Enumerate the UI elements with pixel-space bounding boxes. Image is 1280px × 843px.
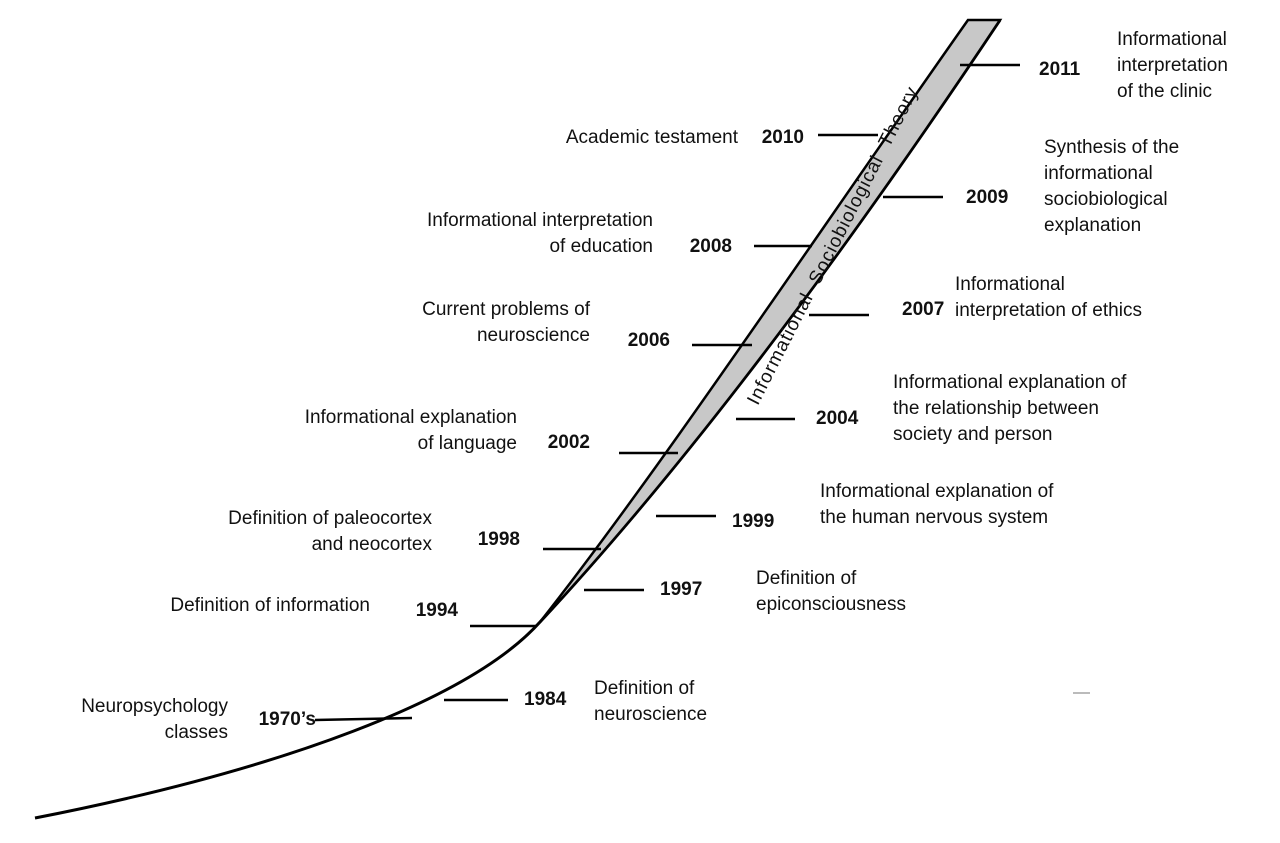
milestone-description-line: sociobiological [1044,189,1168,210]
milestone-year: 2009 [966,187,1008,208]
milestone-1997: 1997 Definition of epiconsciousness [584,568,906,615]
milestone-year: 2010 [762,127,804,148]
milestone-description: Synthesis of the informational sociobiolog… [1044,137,1179,236]
milestone-description: Definition of epiconsciousness [756,568,906,615]
milestone-description: Informational interpretation of education [427,210,653,257]
milestone-2009: 2009 Synthesis of the informational sociobi… [883,137,1179,236]
milestone-description: Definition of paleocortex and neocortex [228,508,432,555]
milestone-year: 1997 [660,579,702,600]
milestone-description: Informational interpretation of ethics [955,274,1142,321]
milestone-description-line: Definition of [756,568,857,589]
milestone-description-line: Informational [1117,29,1227,50]
milestone-description-line: neuroscience [594,704,707,725]
milestone-description-line: Academic testament [566,127,739,148]
milestone-description-line: Current problems of [422,299,591,320]
milestone-2011: 2011 Informational interpretation of the cl… [960,29,1228,102]
milestone-2008: 2008 Informational interpretation of educa… [427,210,812,257]
milestone-year: 2006 [628,330,670,351]
milestone-year: 1994 [416,600,459,621]
milestone-description-line: classes [165,722,228,743]
milestone-description-line: Definition of paleocortex [228,508,432,529]
milestone-description-line: the relationship between [893,398,1099,419]
milestone-description-line: Informational interpretation [427,210,653,231]
milestone-description-line: Informational explanation of [820,481,1054,502]
milestone-description-line: Synthesis of the [1044,137,1179,158]
milestone-description-line: informational [1044,163,1153,184]
milestone-1999: 1999 Informational explanation of the huma… [656,481,1054,532]
milestone-description: Neuropsychology classes [81,696,228,743]
milestone-description: Informational explanation of the relation… [893,372,1127,445]
milestone-1998: 1998 Definition of paleocortex and neocort… [228,508,601,555]
milestone-description-line: epiconsciousness [756,594,906,615]
milestone-1994: 1994 Definition of information [170,595,536,628]
milestone-description-line: of education [549,236,653,257]
milestone-list: 1970’s Neuropsychology classes 1984 Definiti… [81,29,1228,743]
milestone-description-line: Definition of information [170,595,370,616]
milestone-description-line: Informational [955,274,1065,295]
milestone-description: Definition of information [170,595,370,616]
milestone-description-line: Definition of [594,678,695,699]
milestone-1984: 1984 Definition of neuroscience [444,678,707,725]
milestone-2010: 2010 Academic testament [566,127,878,148]
milestone-description-line: the human nervous system [820,507,1048,528]
milestone-description: Academic testament [566,127,739,148]
milestone-description: Current problems of neuroscience [422,299,591,346]
milestone-description: Definition of neuroscience [594,678,707,725]
milestone-description-line: and neocortex [312,534,433,555]
theory-band [539,18,1003,623]
milestone-description-line: of language [418,433,517,454]
milestone-tick [314,716,413,722]
milestone-description-line: interpretation of ethics [955,300,1142,321]
milestone-description: Informational interpretation of the clinic [1117,29,1228,102]
milestone-description-line: society and person [893,424,1053,445]
milestone-year: 1998 [478,529,520,550]
milestone-2006: 2006 Current problems of neuroscience [422,299,752,351]
milestone-description-line: neuroscience [477,325,590,346]
milestone-1970s: 1970’s Neuropsychology classes [81,696,413,743]
milestone-description-line: of the clinic [1117,81,1212,102]
milestone-year: 2008 [690,236,732,257]
milestone-description: Informational explanation of the human ne… [820,481,1054,528]
milestone-description-line: interpretation [1117,55,1228,76]
milestone-year: 1999 [732,511,774,532]
milestone-description: Informational explanation of language [305,407,517,454]
milestone-description-line: Neuropsychology [81,696,228,717]
milestone-year: 1984 [524,689,567,710]
milestone-year: 1970’s [259,709,316,730]
milestone-2004: 2004 Informational explanation of the rela… [736,372,1127,445]
milestone-description-line: explanation [1044,215,1141,236]
milestone-year: 2004 [816,408,859,429]
milestone-year: 2007 [902,299,944,320]
milestone-description-line: Informational explanation of [893,372,1127,393]
milestone-2007: 2007 Informational interpretation of ethic… [809,274,1142,321]
milestone-year: 2002 [548,432,590,453]
milestone-2002: 2002 Informational explanation of language [305,407,678,455]
milestone-description-line: Informational explanation [305,407,517,428]
milestone-year: 2011 [1039,59,1081,80]
